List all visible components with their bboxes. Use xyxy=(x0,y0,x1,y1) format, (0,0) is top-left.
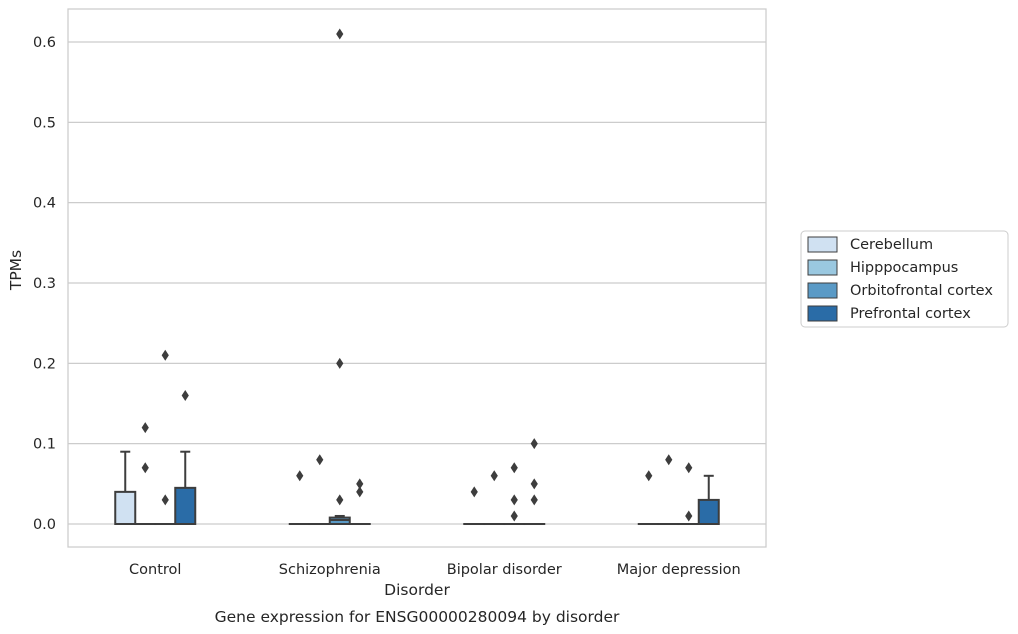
box xyxy=(308,454,331,526)
outlier-point xyxy=(510,462,518,474)
box xyxy=(174,389,197,526)
y-tick-label: 0.4 xyxy=(33,196,56,212)
box xyxy=(328,28,351,525)
legend-label: Cerebellum xyxy=(850,237,933,253)
box xyxy=(483,470,506,526)
outlier-point xyxy=(470,486,478,498)
outlier-point xyxy=(510,494,518,506)
box xyxy=(657,454,680,526)
box-group xyxy=(288,28,371,526)
box xyxy=(637,470,660,526)
x-tick-label: Bipolar disorder xyxy=(447,562,562,578)
y-tick-label: 0.6 xyxy=(33,35,56,51)
box xyxy=(348,478,371,526)
outlier-point xyxy=(141,462,149,474)
x-tick-labels: Control Schizophrenia Bipolar disorder Majo… xyxy=(129,562,741,578)
box-body xyxy=(114,490,137,526)
legend-swatch xyxy=(807,236,838,253)
box-group xyxy=(114,349,197,526)
outlier-point xyxy=(510,510,518,522)
legend-swatch xyxy=(807,282,838,299)
box xyxy=(114,450,137,526)
outlier-point xyxy=(645,470,653,482)
figure-caption: Gene expression for ENSG00000280094 by d… xyxy=(215,608,620,626)
outlier-point xyxy=(161,349,169,361)
outlier-point xyxy=(161,494,169,506)
box-body xyxy=(697,498,720,525)
x-tick-label: Schizophrenia xyxy=(279,562,381,578)
outlier-point xyxy=(356,478,364,490)
box xyxy=(463,486,486,526)
box xyxy=(523,438,546,526)
y-tick-label: 0.0 xyxy=(33,517,56,533)
box-body xyxy=(174,486,197,526)
y-gridlines xyxy=(68,41,766,525)
outlier-point xyxy=(316,454,324,466)
y-axis-label: TPMs xyxy=(7,250,25,291)
box xyxy=(288,470,311,526)
outlier-point xyxy=(181,389,189,401)
y-tick-label: 0.1 xyxy=(33,437,56,453)
outlier-point xyxy=(336,494,344,506)
legend: Cerebellum Hipppocampus Orbitofrontal cort… xyxy=(800,230,1009,328)
box-groups xyxy=(114,28,720,526)
box xyxy=(697,474,720,525)
box xyxy=(503,462,526,526)
legend-item: Cerebellum xyxy=(807,236,933,253)
x-tick-label: Control xyxy=(129,562,181,578)
y-tick-label: 0.2 xyxy=(33,356,56,372)
outlier-point xyxy=(336,28,344,40)
outlier-point xyxy=(296,470,304,482)
y-tick-labels: 0.0 0.1 0.2 0.3 0.4 0.5 0.6 xyxy=(33,35,56,533)
outlier-point xyxy=(665,454,673,466)
legend-label: Prefrontal cortex xyxy=(850,306,971,322)
box xyxy=(134,422,157,526)
plot-frame xyxy=(67,8,767,548)
legend-frame xyxy=(800,230,1009,328)
y-tick-label: 0.3 xyxy=(33,276,56,292)
x-tick-label: Major depression xyxy=(617,562,741,578)
outlier-point xyxy=(336,357,344,369)
legend-label: Orbitofrontal cortex xyxy=(850,283,993,299)
legend-item: Prefrontal cortex xyxy=(807,305,971,322)
outlier-point xyxy=(141,422,149,434)
y-tick-label: 0.5 xyxy=(33,115,56,131)
outlier-point xyxy=(530,478,538,490)
box xyxy=(154,349,177,526)
x-axis-label: Disorder xyxy=(384,581,450,599)
box-group xyxy=(463,438,546,526)
box xyxy=(677,462,700,526)
outlier-point xyxy=(530,494,538,506)
legend-label: Hipppocampus xyxy=(850,260,958,276)
outlier-point xyxy=(685,510,693,522)
outlier-point xyxy=(685,462,693,474)
legend-swatch xyxy=(807,305,838,322)
legend-item: Orbitofrontal cortex xyxy=(807,282,993,299)
legend-item: Hipppocampus xyxy=(807,259,958,276)
outlier-point xyxy=(356,486,364,498)
box-group xyxy=(637,454,720,526)
outlier-point xyxy=(490,470,498,482)
outlier-point xyxy=(530,438,538,450)
legend-swatch xyxy=(807,259,838,276)
